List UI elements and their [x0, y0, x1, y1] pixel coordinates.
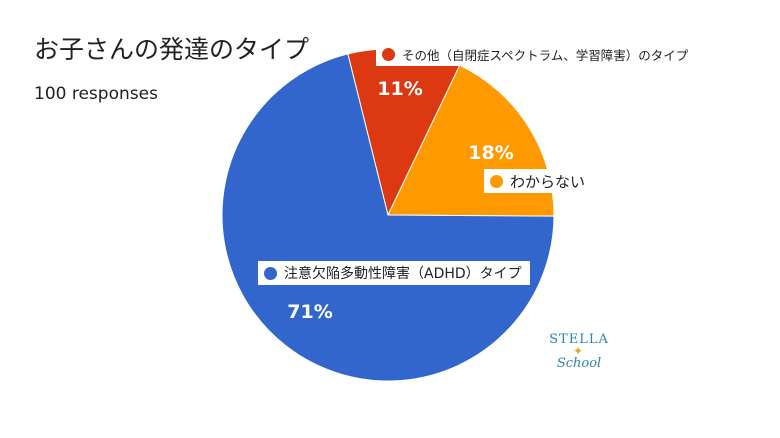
legend-dot-adhd	[264, 266, 277, 280]
star-icon: ✦	[573, 344, 584, 358]
pct-label-other: 11%	[377, 78, 423, 100]
legend-dot-other	[382, 47, 395, 61]
stella-school-logo: STELLA ✦ School	[548, 330, 610, 376]
pct-label-unknown: 18%	[468, 142, 514, 164]
chart-title: お子さんの発達のタイプ	[34, 35, 310, 64]
legend-label-unknown: わからない	[510, 172, 586, 191]
logo-top-text: STELLA	[549, 332, 609, 347]
legend-tag-unknown: わからない	[484, 169, 594, 193]
legend-tag-other: その他（自閉症スペクトラム、学習障害）のタイプ	[376, 42, 697, 66]
pct-label-adhd: 71%	[287, 301, 333, 323]
legend-label-adhd: 注意欠陥多動性障害（ADHD）タイプ	[284, 266, 522, 282]
logo-bottom-text: School	[556, 356, 602, 371]
pie-slice-adhd	[221, 53, 555, 382]
legend-dot-unknown	[490, 174, 503, 188]
response-count: 100 responses	[34, 84, 158, 104]
legend-label-other: その他（自閉症スペクトラム、学習障害）のタイプ	[402, 47, 689, 63]
legend-tag-adhd: 注意欠陥多動性障害（ADHD）タイプ	[258, 261, 530, 285]
